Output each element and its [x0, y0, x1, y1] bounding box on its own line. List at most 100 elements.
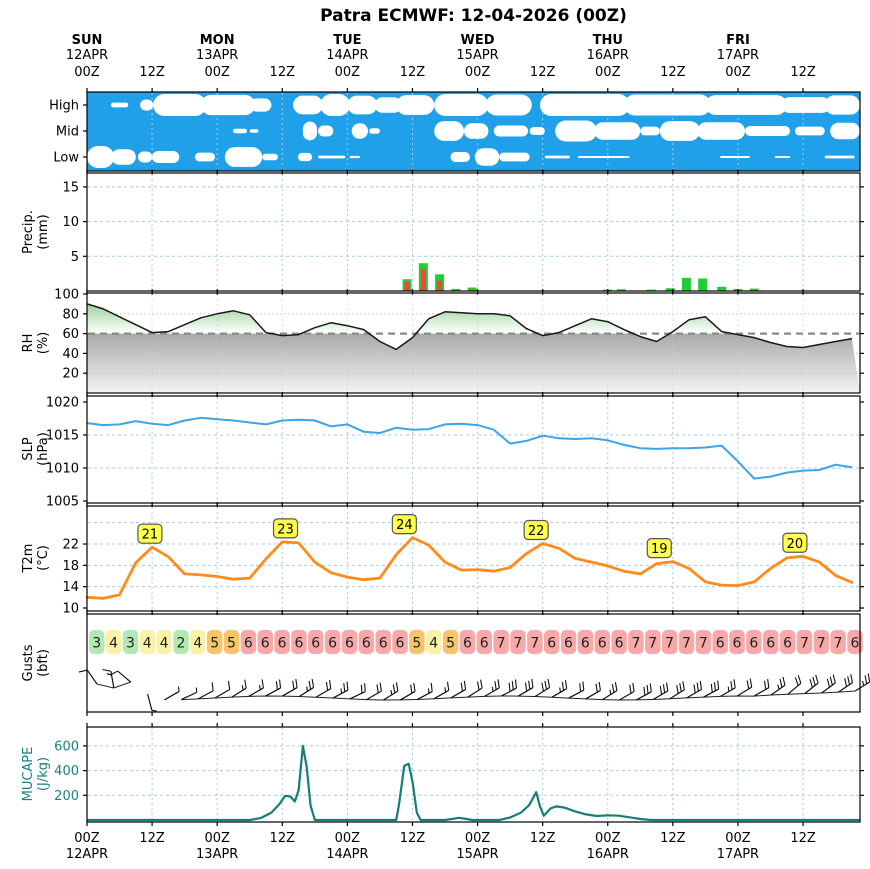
wind-barb: [248, 679, 264, 697]
gust-value-box: [746, 630, 762, 654]
wind-barb: [231, 679, 247, 698]
gust-value: 6: [244, 636, 253, 652]
day-label: SUN: [72, 33, 103, 48]
cloud-segment-high: [396, 95, 435, 115]
wind-barb: [78, 669, 98, 685]
date-label: 12APR: [66, 847, 108, 862]
y-tick-label: 80: [62, 307, 79, 322]
wind-barb: [366, 682, 382, 701]
gust-value-box: [763, 630, 779, 654]
precip-total-bar: [646, 289, 656, 291]
gust-value-box: [105, 630, 122, 654]
t2m-line: [85, 536, 854, 600]
slp-line: [86, 416, 853, 480]
wind-barb: [298, 678, 315, 697]
hour-label: 00Z: [335, 65, 361, 80]
gust-value: 5: [210, 636, 219, 652]
gust-value: 6: [345, 636, 354, 652]
wind-barb: [838, 674, 854, 693]
gust-value-box: [139, 630, 156, 654]
t2m-peak-label-box: [523, 519, 549, 541]
wind-barb: [720, 679, 736, 697]
wind-barb: [399, 682, 416, 701]
date-label: 13APR: [196, 847, 238, 862]
cloud-segment-high: [434, 94, 489, 116]
precip-total-bar: [681, 277, 691, 291]
y-tick-label: 10: [62, 215, 79, 230]
hour-label: 00Z: [204, 65, 230, 80]
gust-value: 4: [109, 636, 118, 652]
gust-value-box: [240, 630, 257, 654]
t2m-peak-label-box: [782, 532, 808, 553]
gust-value: 6: [850, 636, 859, 652]
wind-barb: [854, 673, 870, 692]
wind-barb: [501, 679, 517, 697]
cloud-segment-high: [705, 95, 787, 115]
gust-value: 4: [143, 636, 152, 652]
cloud-segment-mid: [351, 123, 368, 139]
hour-label: 00Z: [595, 831, 621, 846]
y-tick-label: 1010: [46, 462, 79, 477]
gust-value: 7: [513, 636, 522, 652]
gust-value: 7: [631, 636, 640, 652]
cloud-segment-low: [298, 152, 313, 162]
gust-value-box: [291, 630, 307, 654]
cloud-segment-low: [111, 149, 136, 165]
gust-value: 6: [362, 636, 371, 652]
gust-value: 2: [176, 636, 185, 652]
date-label: 16APR: [587, 847, 629, 862]
gust-value-box: [341, 630, 358, 654]
gust-value: 6: [581, 636, 590, 652]
gust-value: 6: [278, 636, 287, 652]
gust-value-box: [223, 630, 240, 654]
cloud-segment-mid: [529, 127, 545, 135]
panel-border: [86, 172, 861, 292]
wind-barb: [164, 686, 180, 701]
cloud-segment-low: [194, 152, 216, 162]
wind-barb: [467, 679, 483, 698]
precip-convective-bar: [404, 281, 410, 291]
rh-line: [86, 303, 853, 351]
t2m-peak-label: 23: [277, 522, 294, 537]
cloud-segment-high: [347, 95, 378, 115]
gust-value-box: [813, 630, 830, 654]
gust-value: 6: [328, 636, 337, 652]
y-tick-label: 15: [62, 180, 79, 195]
gust-value: 7: [699, 636, 708, 652]
panel-border: [86, 505, 861, 612]
hour-label: 12Z: [530, 831, 556, 846]
gust-value: 6: [261, 636, 270, 652]
day-label: FRI: [726, 33, 750, 48]
wind-barb: [180, 687, 198, 701]
cloud-segment-low: [824, 155, 855, 159]
gust-value-box: [274, 630, 290, 654]
wind-barb: [770, 676, 786, 696]
precip-convective-bar: [420, 269, 426, 291]
gust-value-box: [830, 630, 846, 654]
gust-value: 4: [193, 636, 202, 652]
gust-value: 6: [733, 636, 742, 652]
wind-barb: [315, 680, 332, 698]
gust-value-box: [89, 630, 105, 654]
wind-barb: [821, 674, 836, 694]
mucape-line: [87, 744, 860, 822]
gust-value-box: [695, 630, 712, 654]
day-label: TUE: [333, 33, 361, 48]
cloud-segment-mid: [318, 125, 334, 137]
y-tick-label: 400: [54, 764, 79, 779]
cloud-segment-low: [499, 152, 530, 162]
gust-value-box: [476, 630, 493, 654]
gust-value: 6: [564, 636, 573, 652]
wind-barb: [146, 693, 157, 712]
gust-value: 6: [463, 636, 472, 652]
gust-value-box: [678, 630, 695, 654]
wind-barb: [534, 678, 551, 697]
gust-value: 6: [379, 636, 388, 652]
cloud-level-label: High: [49, 99, 79, 114]
wind-barb: [602, 682, 618, 701]
mucape-panel: 200 400 600: [54, 723, 864, 826]
gust-value: 6: [311, 636, 320, 652]
